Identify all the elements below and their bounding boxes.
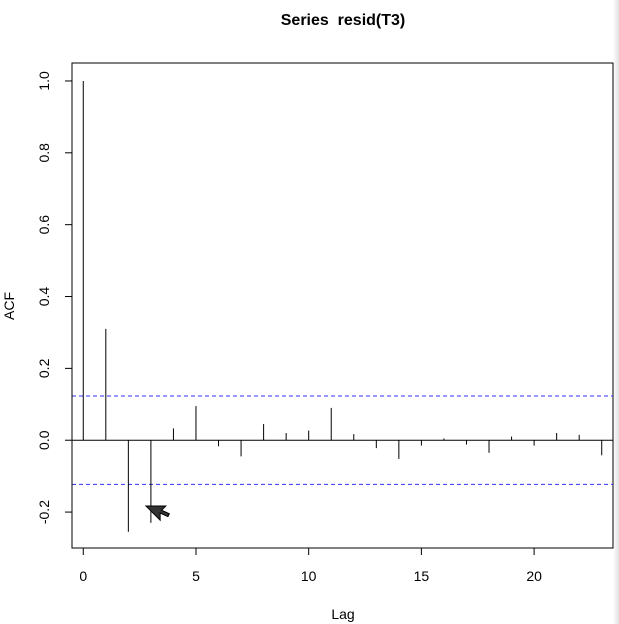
y-tick-label-6: 1.0 — [36, 71, 52, 91]
x-axis-label: Lag — [331, 606, 354, 622]
y-axis-label: ACF — [1, 292, 17, 320]
x-tick-label-15: 15 — [414, 568, 430, 584]
x-tick-label-10: 10 — [301, 568, 317, 584]
y-tick-label-0: -0.2 — [36, 500, 52, 524]
plot-frame — [71, 62, 614, 549]
y-tick-label-5: 0.8 — [36, 143, 52, 163]
x-tick-label-20: 20 — [526, 568, 542, 584]
plot-area: 0 5 10 15 20 -0.2 0.0 0.2 0.4 0.6 0.8 1.0 — [36, 62, 614, 584]
arrow-cursor-icon — [144, 505, 171, 522]
y-tick-label-2: 0.2 — [36, 358, 52, 378]
y-tick-label-1: 0.0 — [36, 430, 52, 450]
y-tick-label-4: 0.6 — [36, 215, 52, 235]
x-tick-label-0: 0 — [79, 568, 87, 584]
x-tick-label-5: 5 — [192, 568, 200, 584]
window-edge-shadow — [613, 0, 619, 624]
chart-title: Series resid(T3) — [281, 12, 406, 29]
y-tick-label-3: 0.4 — [36, 287, 52, 307]
